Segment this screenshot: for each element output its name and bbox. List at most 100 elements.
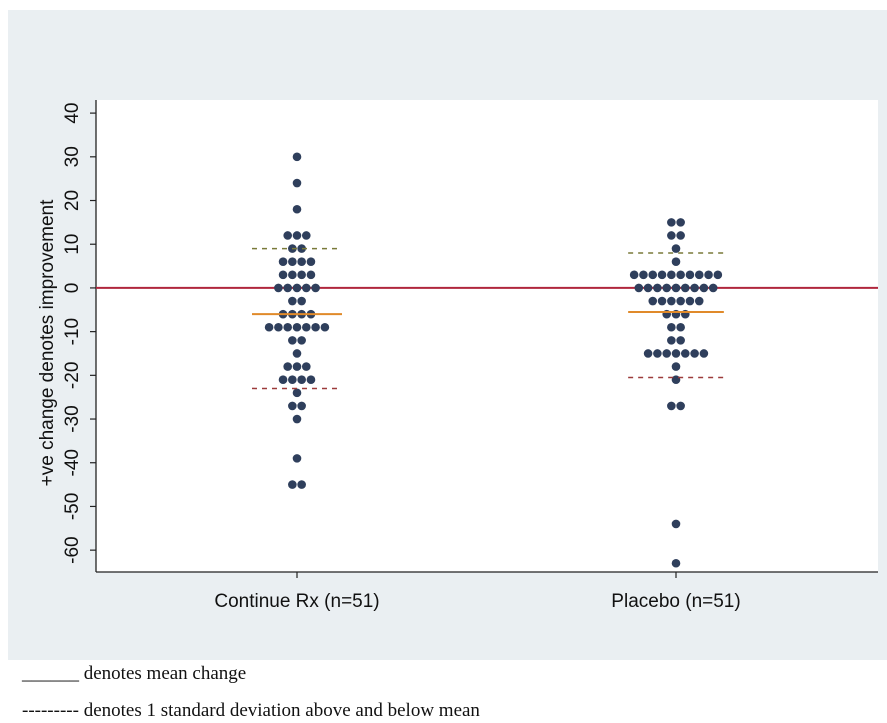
data-point xyxy=(667,401,676,411)
data-point xyxy=(292,152,302,162)
data-point xyxy=(690,349,699,358)
y-tick-label: -20 xyxy=(62,362,83,389)
data-point xyxy=(288,296,297,306)
data-point xyxy=(657,270,667,280)
data-point xyxy=(292,414,302,424)
data-point xyxy=(264,322,274,332)
data-point xyxy=(662,349,671,358)
data-point xyxy=(292,454,302,463)
data-point xyxy=(292,388,302,398)
y-tick-label: -60 xyxy=(62,536,83,563)
data-point xyxy=(704,270,713,280)
data-point xyxy=(634,283,644,293)
data-point xyxy=(676,322,685,332)
x-tick-label: Placebo (n=51) xyxy=(611,591,740,612)
data-point xyxy=(274,322,283,332)
y-tick-label: 0 xyxy=(62,283,83,294)
data-point xyxy=(283,231,293,240)
data-point xyxy=(278,375,288,385)
y-tick-label: 20 xyxy=(62,190,83,211)
data-point xyxy=(302,231,311,240)
y-tick-label: -30 xyxy=(62,405,83,432)
data-point xyxy=(648,270,658,280)
plot-area xyxy=(96,100,878,572)
data-point xyxy=(671,362,681,371)
legend-sd: --------- denotes 1 standard deviation a… xyxy=(22,700,480,721)
data-point xyxy=(671,519,681,529)
data-point xyxy=(297,375,306,385)
y-tick-label: -50 xyxy=(62,493,83,520)
data-point xyxy=(292,349,302,358)
legend-mean: ______ denotes mean change xyxy=(22,663,247,684)
data-point xyxy=(297,401,306,411)
data-point xyxy=(311,322,320,332)
data-point xyxy=(653,283,662,293)
data-point xyxy=(288,480,297,489)
y-tick-label: 40 xyxy=(62,103,83,124)
data-point xyxy=(292,204,302,214)
data-point xyxy=(292,283,302,293)
y-tick-label: -10 xyxy=(62,318,83,345)
data-point xyxy=(713,270,723,280)
data-point xyxy=(676,336,685,345)
data-point xyxy=(671,558,681,568)
data-point xyxy=(288,375,297,385)
data-point xyxy=(288,257,297,267)
data-point xyxy=(283,322,293,332)
data-point xyxy=(699,349,709,358)
data-point xyxy=(648,296,658,306)
data-point xyxy=(699,283,709,293)
data-point xyxy=(297,270,306,280)
data-point xyxy=(690,283,699,293)
data-point xyxy=(278,257,288,267)
data-point xyxy=(278,270,288,280)
data-point xyxy=(288,336,297,345)
x-axis: Continue Rx (n=51) Placebo (n=51) xyxy=(96,571,878,612)
data-point xyxy=(629,270,639,280)
data-point xyxy=(685,296,695,306)
y-tick-label: 30 xyxy=(62,146,83,167)
data-point xyxy=(653,349,662,358)
data-point xyxy=(283,362,293,371)
data-point xyxy=(694,270,704,280)
data-point xyxy=(292,362,302,371)
data-point xyxy=(292,178,302,188)
data-point xyxy=(302,283,311,293)
data-point xyxy=(297,257,306,267)
data-point xyxy=(671,257,681,267)
data-point xyxy=(639,270,648,280)
data-point xyxy=(302,322,311,332)
data-point xyxy=(708,283,718,293)
data-point xyxy=(657,296,667,306)
data-point xyxy=(288,401,297,411)
y-axis-label: +ve change denotes improvement xyxy=(37,199,58,486)
data-point xyxy=(667,336,676,345)
data-point xyxy=(306,257,316,267)
y-tick-label: -40 xyxy=(62,449,83,476)
data-point xyxy=(306,375,316,385)
data-point xyxy=(676,218,685,227)
data-point xyxy=(667,322,676,332)
chart-marks xyxy=(96,152,878,568)
data-point xyxy=(676,270,685,280)
data-point xyxy=(671,349,681,358)
data-point xyxy=(283,283,293,293)
data-point xyxy=(681,283,690,293)
data-point xyxy=(292,231,302,240)
data-point xyxy=(297,296,306,306)
data-point xyxy=(306,270,316,280)
data-point xyxy=(671,375,681,385)
data-point xyxy=(643,283,653,293)
data-point xyxy=(667,231,676,240)
data-point xyxy=(676,296,685,306)
data-point xyxy=(667,296,676,306)
data-point xyxy=(694,296,704,306)
chart: 40 30 20 10 0 -10 -20 -30 -40 -50 -60 Continue Rx … xyxy=(8,10,887,660)
data-point xyxy=(676,401,685,411)
data-point xyxy=(671,283,681,293)
data-point xyxy=(681,349,690,358)
data-point xyxy=(311,283,320,293)
data-point xyxy=(274,283,283,293)
data-point xyxy=(297,336,306,345)
data-point xyxy=(297,244,306,253)
